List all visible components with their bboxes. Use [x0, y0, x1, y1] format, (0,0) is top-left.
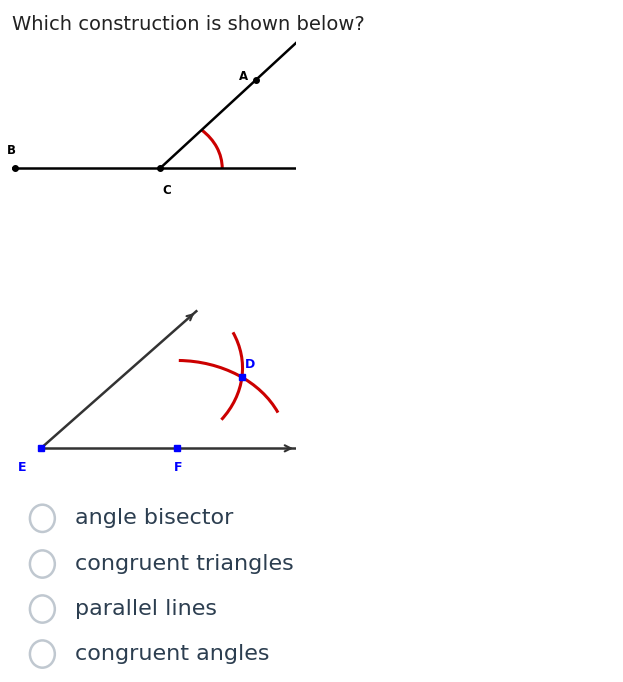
Text: Which construction is shown below?: Which construction is shown below?: [12, 15, 365, 34]
Text: E: E: [18, 461, 27, 474]
Text: C: C: [163, 184, 171, 197]
Text: D: D: [245, 358, 255, 371]
Text: parallel lines: parallel lines: [75, 599, 217, 619]
Text: F: F: [174, 461, 183, 474]
Text: congruent angles: congruent angles: [75, 644, 269, 664]
Text: angle bisector: angle bisector: [75, 508, 233, 529]
Text: B: B: [7, 145, 16, 158]
Text: A: A: [239, 70, 248, 83]
Text: congruent triangles: congruent triangles: [75, 554, 293, 574]
